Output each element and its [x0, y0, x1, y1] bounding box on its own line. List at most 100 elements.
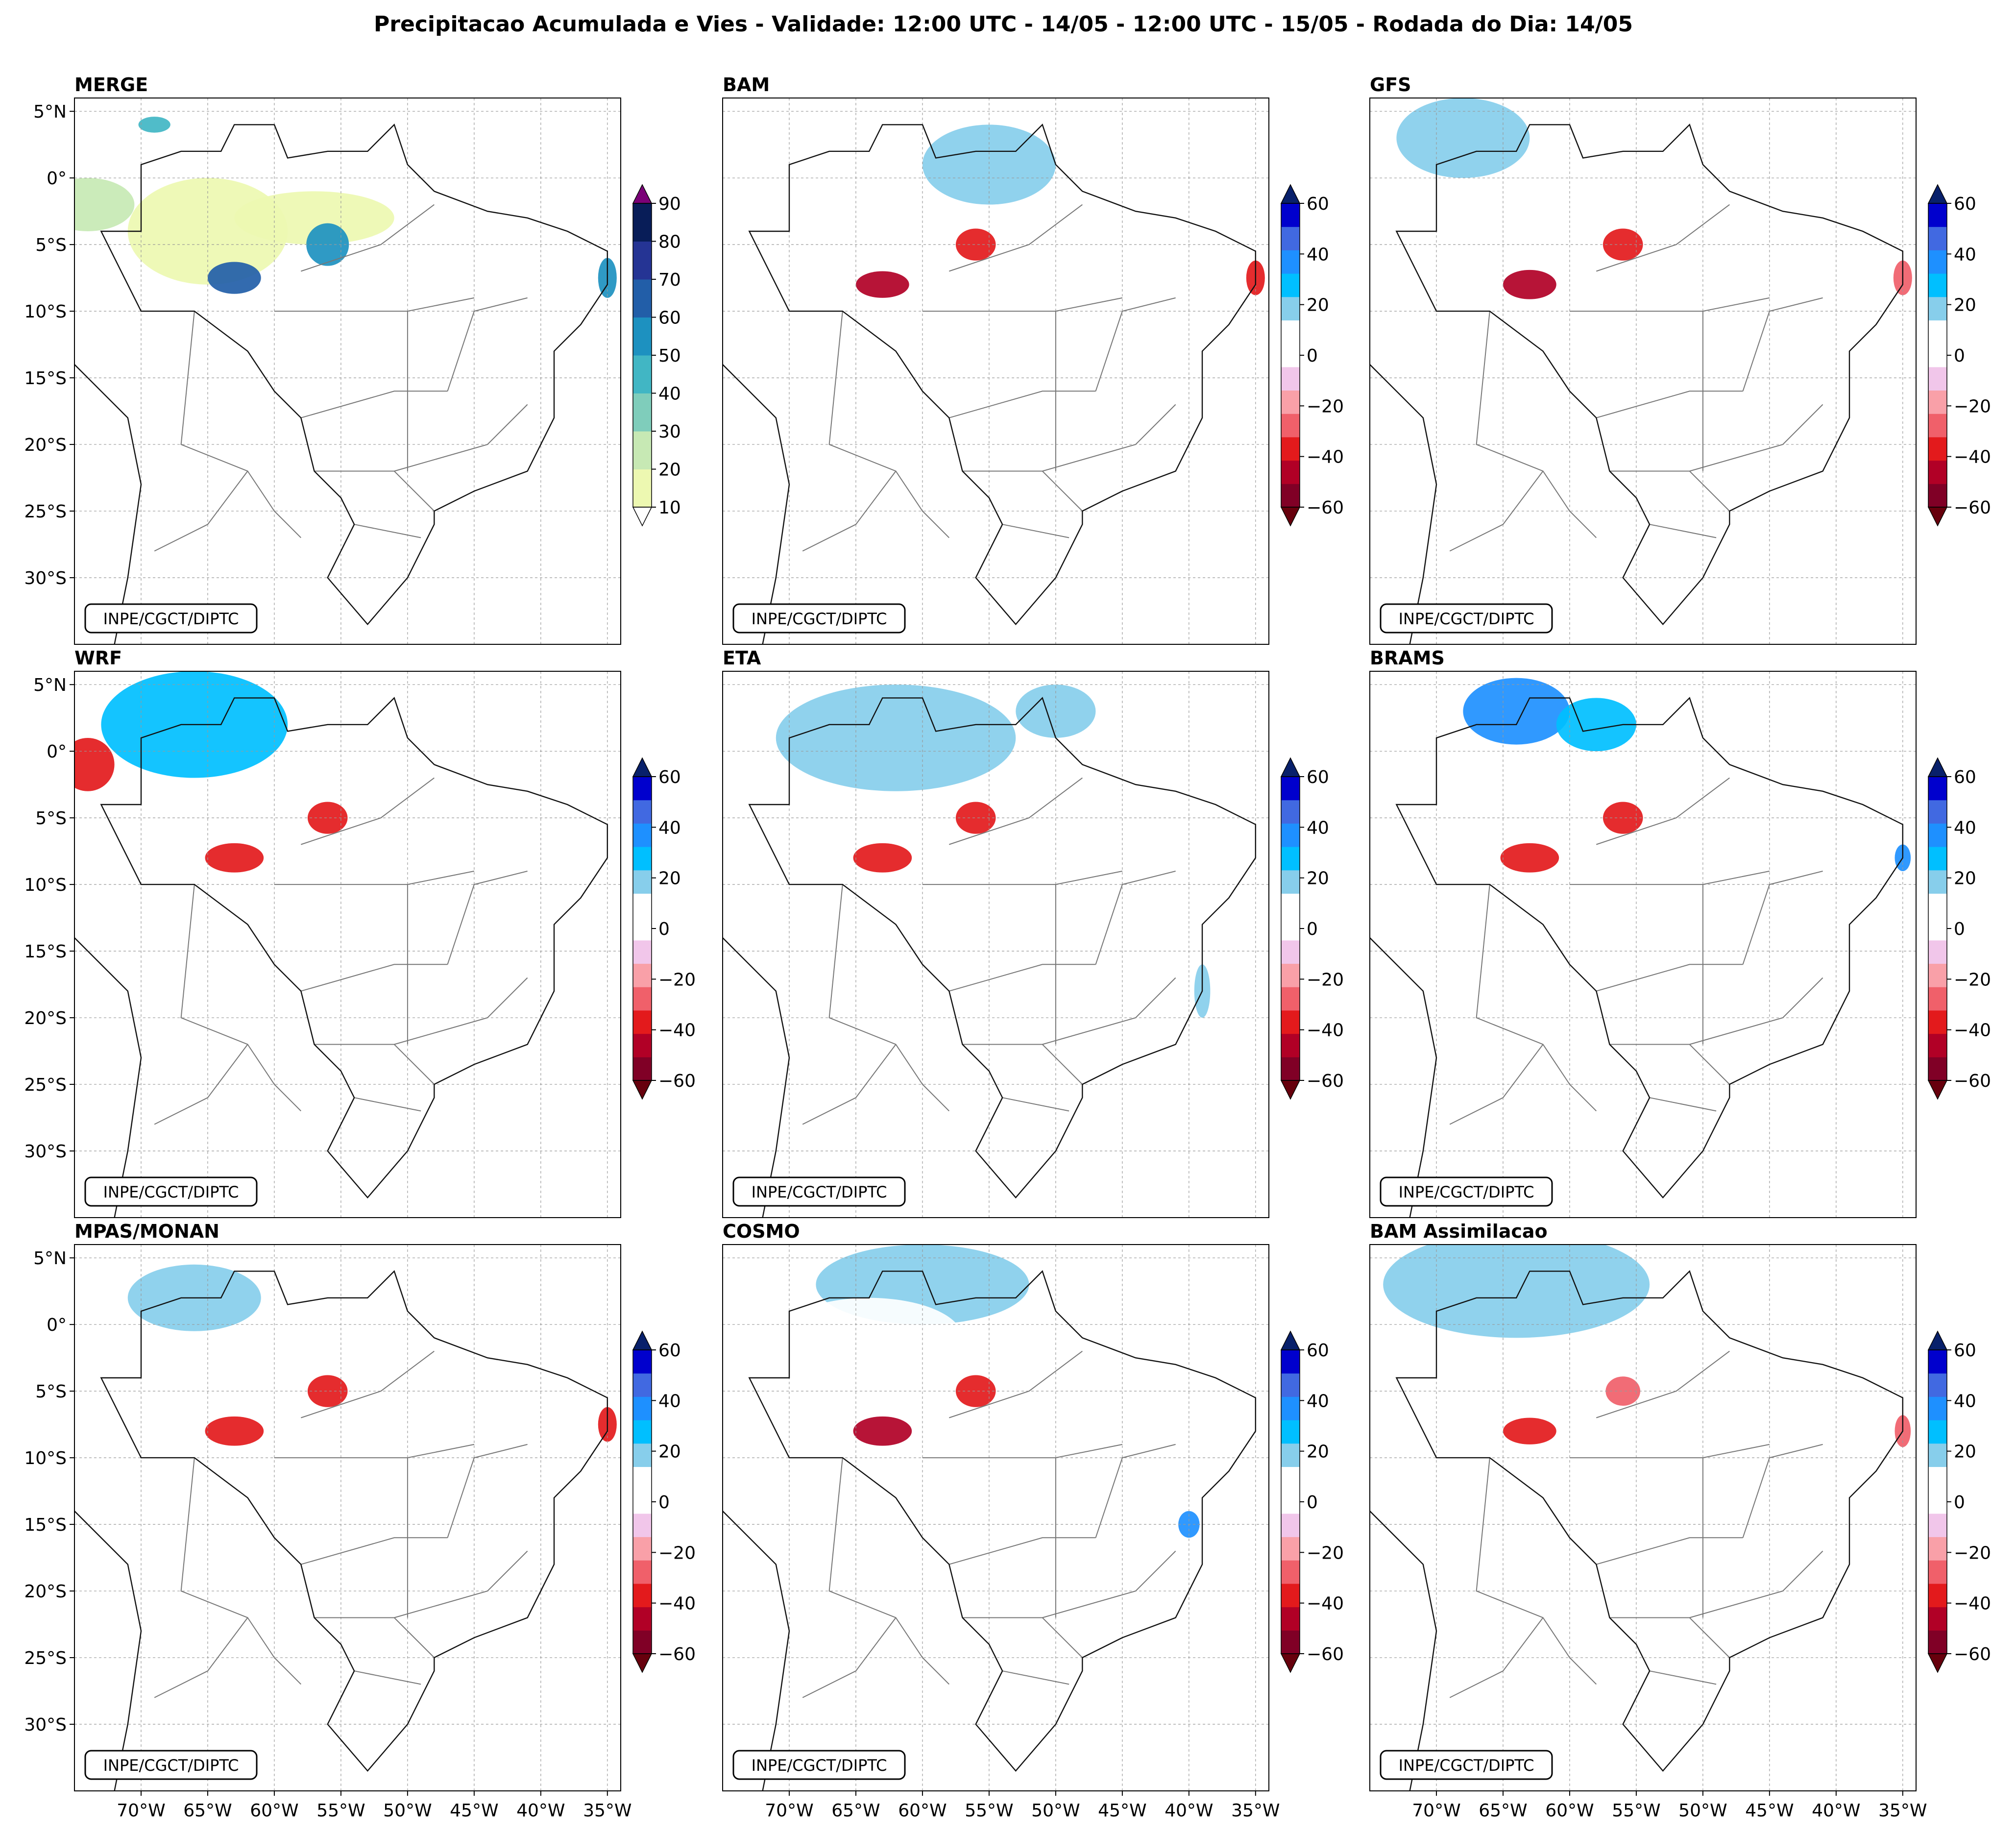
- colorbar-segment: [633, 963, 652, 987]
- field-blob: [307, 1375, 348, 1407]
- colorbar-extend-max: [1280, 757, 1301, 777]
- field-blob: [853, 843, 912, 873]
- field-blob: [205, 843, 264, 873]
- panel-title: BRAMS: [1370, 647, 1445, 669]
- map-panel: ETA INPE/CGCT/DIPTC 60 40 20 0 −20 −40 −60: [722, 647, 1344, 1218]
- coastline: [1370, 364, 1437, 644]
- field-blob: [207, 262, 261, 294]
- state-border: [1596, 1350, 1730, 1418]
- colorbar-extend-max: [632, 184, 653, 204]
- colorbar-segment: [1928, 1537, 1947, 1561]
- state-border: [1449, 1044, 1544, 1125]
- map-background: [1370, 98, 1916, 644]
- colorbar-segment: [1281, 1490, 1300, 1514]
- colorbar-tick-label: 60: [1307, 1341, 1329, 1361]
- state-border: [154, 1044, 248, 1125]
- colorbar-tick-label: 20: [1954, 295, 1976, 316]
- panels-grid: MERGE 5°N 0° 5°S 10°S 15°S 20°S 25°S 30°S INPE/CG…: [24, 74, 1991, 1821]
- colorbar-tick-label: 40: [658, 1391, 681, 1411]
- colorbar-segment: [1928, 870, 1947, 894]
- colorbar-segment: [1281, 1396, 1300, 1420]
- colorbar-segment: [1928, 250, 1947, 274]
- colorbar-segment: [1928, 343, 1947, 367]
- lon-tick-label: 35°W: [583, 1801, 632, 1821]
- watermark-box: [732, 603, 906, 634]
- colorbar-tick-label: 60: [1954, 767, 1976, 787]
- colorbar-tick-label: 60: [658, 767, 681, 787]
- map-content: [723, 98, 1269, 644]
- colorbar-segment: [1281, 800, 1300, 824]
- state-border: [447, 297, 528, 391]
- state-border: [354, 524, 421, 538]
- state-border: [1649, 1097, 1717, 1112]
- colorbar-segment: [1281, 460, 1300, 484]
- colorbar-segment: [1928, 414, 1947, 438]
- lat-tick-label: 30°S: [24, 1715, 67, 1735]
- colorbar-segment: [1281, 484, 1300, 508]
- map-content: [1370, 671, 1916, 1218]
- state-border: [301, 391, 448, 418]
- colorbar-tick-label: −40: [1307, 1021, 1344, 1041]
- field-blob: [1503, 269, 1556, 299]
- lat-tick-label: 25°S: [24, 1075, 67, 1095]
- colorbar-segment: [633, 317, 652, 356]
- colorbar-segment: [1281, 1033, 1300, 1057]
- colorbar-extend-min: [1927, 1080, 1948, 1100]
- colorbar-segment: [1928, 823, 1947, 847]
- coastline: [723, 937, 790, 1218]
- lon-tick-label: 55°W: [316, 1801, 365, 1821]
- watermark: INPE/CGCT/DIPTC: [103, 610, 239, 628]
- colorbar-tick-label: 60: [1307, 767, 1329, 787]
- state-border: [301, 964, 448, 992]
- colorbar-tick-label: −60: [1307, 498, 1344, 518]
- colorbar-tick-label: −20: [1307, 1543, 1344, 1563]
- colorbar-segment: [633, 1583, 652, 1608]
- lat-tick-label: 20°S: [24, 435, 67, 455]
- colorbar-segment: [633, 1420, 652, 1444]
- map-frame: [722, 1244, 1269, 1791]
- colorbar-extend-min: [1280, 1080, 1301, 1100]
- lat-tick-label: 20°S: [24, 1582, 67, 1602]
- state-border: [1689, 977, 1823, 1045]
- state-border: [1002, 1097, 1069, 1112]
- map-frame: [1369, 1244, 1917, 1791]
- state-border: [949, 1537, 1096, 1565]
- coastline: [1370, 937, 1437, 1218]
- field-blob: [1500, 843, 1559, 873]
- colorbar-segment: [1281, 963, 1300, 987]
- colorbar-tick-label: 20: [658, 869, 681, 889]
- colorbar-segment: [1928, 1560, 1947, 1584]
- colorbar-tick-label: −40: [658, 1594, 696, 1614]
- state-border: [314, 1617, 435, 1658]
- colorbar-tick-label: 50: [658, 346, 681, 366]
- lat-tick-label: 10°S: [24, 1448, 67, 1468]
- country-border: [1395, 123, 1904, 626]
- colorbar-tick-label: 60: [1954, 194, 1976, 214]
- lat-tick-label: 0°: [47, 169, 67, 189]
- colorbar-segment: [633, 1033, 652, 1057]
- colorbar-tick-label: 60: [658, 1341, 681, 1361]
- colorbar-tick-label: 40: [658, 384, 681, 404]
- map-content: [723, 671, 1269, 1218]
- colorbar-segment: [1281, 1537, 1300, 1561]
- state-border: [1042, 404, 1176, 472]
- field-blob: [955, 228, 996, 261]
- colorbar-segment: [633, 823, 652, 847]
- lat-tick-label: 0°: [47, 742, 67, 762]
- watermark: INPE/CGCT/DIPTC: [103, 1756, 239, 1775]
- lon-tick-label: 65°W: [831, 1801, 880, 1821]
- lon-tick-label: 70°W: [117, 1801, 165, 1821]
- state-border: [1649, 1670, 1717, 1685]
- watermark-box: [732, 1176, 906, 1207]
- colorbar-tick-label: 60: [1954, 1341, 1976, 1361]
- colorbar-tick-label: 20: [1954, 1442, 1976, 1462]
- colorbar-tick-label: 20: [1307, 1442, 1329, 1462]
- colorbar-tick-label: −60: [658, 1071, 696, 1091]
- lon-tick-label: 50°W: [383, 1801, 432, 1821]
- colorbar-tick-label: 70: [658, 270, 681, 290]
- state-border: [962, 1044, 1083, 1085]
- lon-tick-label: 35°W: [1878, 1801, 1927, 1821]
- colorbar-tick-label: 40: [1954, 818, 1976, 838]
- colorbar-tick-label: 40: [1307, 245, 1329, 265]
